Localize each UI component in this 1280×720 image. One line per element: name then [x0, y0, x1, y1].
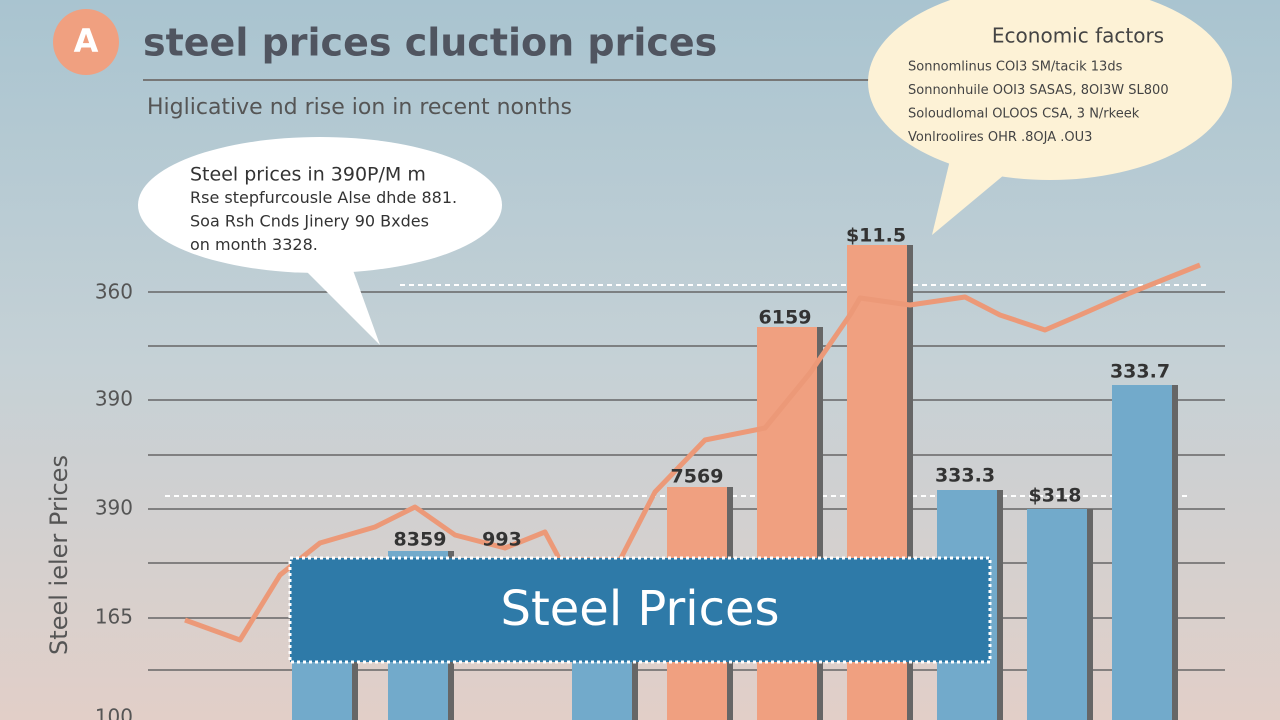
banner — [288, 556, 992, 664]
callout-text: Steel prices in 390P/M m Rse stepfurcousl… — [190, 164, 457, 255]
factors-line: Sonnomlinus COI3 SM/tacik 13ds — [908, 60, 1123, 75]
bar — [1112, 385, 1172, 720]
callout-tail — [300, 262, 380, 345]
callout-line: on month 3328. — [190, 235, 318, 254]
trend-line — [184, 262, 1201, 643]
subtitle: Higlicative nd rise ion in recent nonths — [147, 95, 572, 120]
bar-label: 993 — [482, 529, 522, 551]
bar-label: 7569 — [671, 466, 724, 488]
y-tick-label: 165 — [95, 605, 133, 629]
callout — [138, 137, 502, 273]
callout-line: Rse stepfurcousle Alse dhde 881. — [190, 188, 457, 207]
callout-line: Soa Rsh Cnds Jinery 90 Bxdes — [190, 212, 429, 231]
y-tick-label: 390 — [95, 387, 133, 411]
axis-label: Steel ieler Prices — [45, 455, 73, 655]
factors-tail — [932, 160, 1010, 235]
factors-text: Sonnomlinus COI3 SM/tacik 13ds Sonnonhuil… — [908, 60, 1169, 146]
y-ticks: 360 390 390 165 100 — [95, 280, 133, 720]
bar-shadow — [1170, 385, 1178, 720]
dashed-lines — [165, 284, 1210, 497]
y-tick-label: 390 — [95, 496, 133, 520]
banner-text: Steel Prices — [500, 581, 779, 637]
bar-label: 6159 — [759, 307, 812, 329]
bar-label: 333.7 — [1110, 361, 1170, 383]
factors-line: Sonnonhuile OOI3 SASAS, 8OI3W SL800 — [908, 83, 1169, 98]
factors-bubble — [868, 0, 1232, 180]
badge — [53, 9, 119, 75]
bar-label: 333.3 — [935, 465, 995, 487]
bar-shadow — [815, 327, 823, 720]
badge-text: A — [74, 22, 99, 60]
y-tick-label: 360 — [95, 280, 133, 304]
factors-line: Vonlroolires OHR .8OJA .OU3 — [908, 130, 1092, 145]
bar-shadow — [995, 490, 1003, 720]
bar-label: $318 — [1029, 485, 1082, 507]
bar-shadow — [905, 245, 913, 720]
bar-labels: 8359 993 7569 6159 $11.5 333.3 $318 333.7 — [394, 225, 1171, 551]
factors-title: Economic factors — [992, 24, 1164, 48]
bar-label: 8359 — [394, 529, 447, 551]
y-tick-label: 100 — [95, 705, 133, 720]
factors-line: Soloudlomal OLOOS CSA, 3 N/rkeek — [908, 107, 1140, 122]
callout-line: Steel prices in 390P/M m — [190, 164, 426, 186]
bar — [1027, 509, 1087, 720]
title: steel prices cluction prices — [143, 21, 717, 65]
bar-shadow — [1085, 509, 1093, 720]
bar-label: $11.5 — [846, 225, 906, 247]
